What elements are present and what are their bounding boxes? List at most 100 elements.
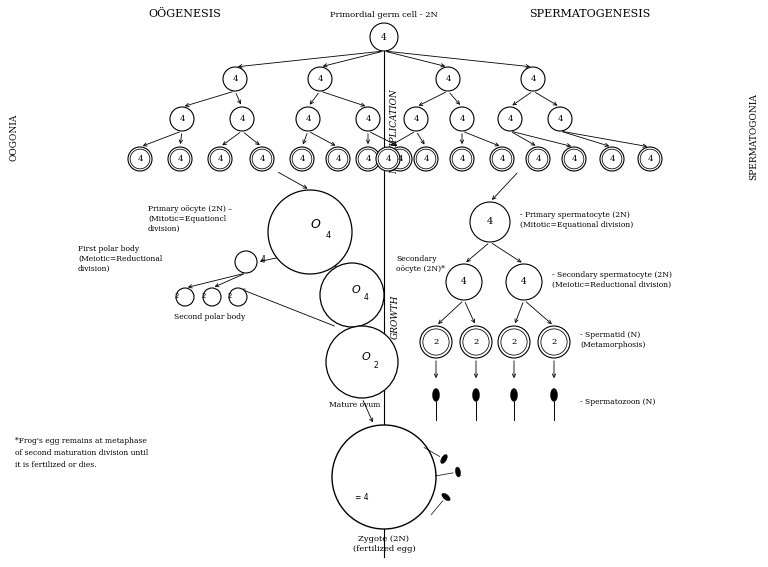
- Text: 4: 4: [423, 155, 429, 163]
- Text: oöcyte (2N)*: oöcyte (2N)*: [396, 265, 445, 273]
- Ellipse shape: [562, 147, 586, 171]
- Ellipse shape: [296, 107, 320, 131]
- Text: 4: 4: [530, 75, 536, 83]
- Text: 2: 2: [511, 338, 517, 346]
- Text: division): division): [78, 265, 111, 273]
- Text: 4: 4: [363, 294, 369, 303]
- Ellipse shape: [551, 388, 558, 401]
- Text: 4: 4: [386, 155, 391, 163]
- Text: (Meiotic=Reductional division): (Meiotic=Reductional division): [552, 281, 671, 289]
- Text: 4: 4: [461, 277, 467, 286]
- Text: Primordial germ cell - 2N: Primordial germ cell - 2N: [330, 11, 438, 19]
- Text: 4: 4: [459, 115, 465, 123]
- Text: 4: 4: [487, 218, 493, 226]
- Ellipse shape: [442, 493, 450, 501]
- Text: 4: 4: [558, 115, 563, 123]
- Text: 4: 4: [413, 115, 419, 123]
- Text: 4: 4: [445, 75, 451, 83]
- Ellipse shape: [229, 288, 247, 306]
- Text: $O$: $O$: [351, 283, 361, 295]
- Ellipse shape: [498, 107, 522, 131]
- Text: $O$: $O$: [310, 218, 322, 231]
- Text: 4: 4: [260, 155, 265, 163]
- Ellipse shape: [450, 107, 474, 131]
- Text: - Primary spermatocyte (2N): - Primary spermatocyte (2N): [520, 211, 630, 219]
- Text: = 4: = 4: [355, 493, 369, 501]
- Text: 4: 4: [571, 155, 577, 163]
- Text: 4: 4: [366, 115, 371, 123]
- Text: 4: 4: [336, 155, 341, 163]
- Text: Zygote (2N): Zygote (2N): [359, 535, 409, 543]
- Text: 4: 4: [459, 155, 465, 163]
- Ellipse shape: [564, 149, 584, 169]
- Ellipse shape: [446, 264, 482, 300]
- Ellipse shape: [472, 388, 479, 401]
- Ellipse shape: [388, 147, 412, 171]
- Text: 2: 2: [433, 338, 439, 346]
- Ellipse shape: [308, 67, 332, 91]
- Text: 2: 2: [551, 338, 557, 346]
- Ellipse shape: [356, 107, 380, 131]
- Text: 4: 4: [507, 115, 513, 123]
- Ellipse shape: [176, 288, 194, 306]
- Ellipse shape: [208, 147, 232, 171]
- Text: GROWTH: GROWTH: [390, 295, 399, 339]
- Text: 4: 4: [177, 155, 183, 163]
- Text: (Mitotic=Equationcl: (Mitotic=Equationcl: [148, 215, 226, 223]
- Ellipse shape: [326, 147, 350, 171]
- Ellipse shape: [641, 149, 660, 169]
- Ellipse shape: [370, 23, 398, 51]
- Text: $O$: $O$: [361, 350, 371, 362]
- Text: 2: 2: [202, 293, 206, 299]
- Text: OOGONIA: OOGONIA: [9, 113, 18, 160]
- Ellipse shape: [526, 147, 550, 171]
- Ellipse shape: [441, 455, 447, 463]
- Text: Primary oöcyte (2N) –: Primary oöcyte (2N) –: [148, 205, 232, 213]
- Text: 2: 2: [373, 361, 379, 370]
- Text: Second polar body: Second polar body: [174, 313, 246, 321]
- Ellipse shape: [130, 149, 150, 169]
- Text: 4: 4: [217, 155, 223, 163]
- Ellipse shape: [450, 147, 474, 171]
- Text: Secondary: Secondary: [396, 255, 436, 263]
- Text: OÖGENESIS: OÖGENESIS: [148, 9, 221, 19]
- Ellipse shape: [460, 326, 492, 358]
- Ellipse shape: [423, 329, 449, 355]
- Ellipse shape: [390, 149, 410, 169]
- Ellipse shape: [170, 107, 194, 131]
- Text: 4: 4: [179, 115, 185, 123]
- Ellipse shape: [203, 288, 221, 306]
- Ellipse shape: [420, 326, 452, 358]
- Ellipse shape: [250, 147, 274, 171]
- Text: - Spermatozoon (N): - Spermatozoon (N): [580, 398, 655, 406]
- Ellipse shape: [492, 149, 511, 169]
- Ellipse shape: [358, 149, 378, 169]
- Text: 4: 4: [305, 115, 311, 123]
- Text: division): division): [148, 225, 180, 233]
- Ellipse shape: [498, 326, 530, 358]
- Ellipse shape: [378, 149, 398, 169]
- Text: SPERMATOGENESIS: SPERMATOGENESIS: [529, 9, 650, 19]
- Text: 4: 4: [609, 155, 614, 163]
- Text: 4: 4: [499, 155, 505, 163]
- Ellipse shape: [452, 149, 472, 169]
- Text: 4: 4: [137, 155, 143, 163]
- Ellipse shape: [501, 329, 527, 355]
- Text: Mature ovum: Mature ovum: [329, 401, 381, 409]
- Text: 4: 4: [647, 155, 653, 163]
- Ellipse shape: [455, 467, 461, 477]
- Text: 4: 4: [535, 155, 541, 163]
- Ellipse shape: [170, 149, 190, 169]
- Ellipse shape: [548, 107, 572, 131]
- Ellipse shape: [404, 107, 428, 131]
- Text: 4: 4: [261, 256, 266, 264]
- Text: *Frog's egg remains at metaphase
of second maturation division until
it is ferti: *Frog's egg remains at metaphase of seco…: [15, 437, 148, 469]
- Text: SPERMATOGONIA: SPERMATOGONIA: [750, 94, 759, 180]
- Ellipse shape: [541, 329, 567, 355]
- Text: (fertilized egg): (fertilized egg): [353, 545, 415, 553]
- Ellipse shape: [376, 147, 400, 171]
- Ellipse shape: [292, 149, 312, 169]
- Text: 4: 4: [300, 155, 305, 163]
- Ellipse shape: [356, 147, 380, 171]
- Text: First polar body: First polar body: [78, 245, 139, 253]
